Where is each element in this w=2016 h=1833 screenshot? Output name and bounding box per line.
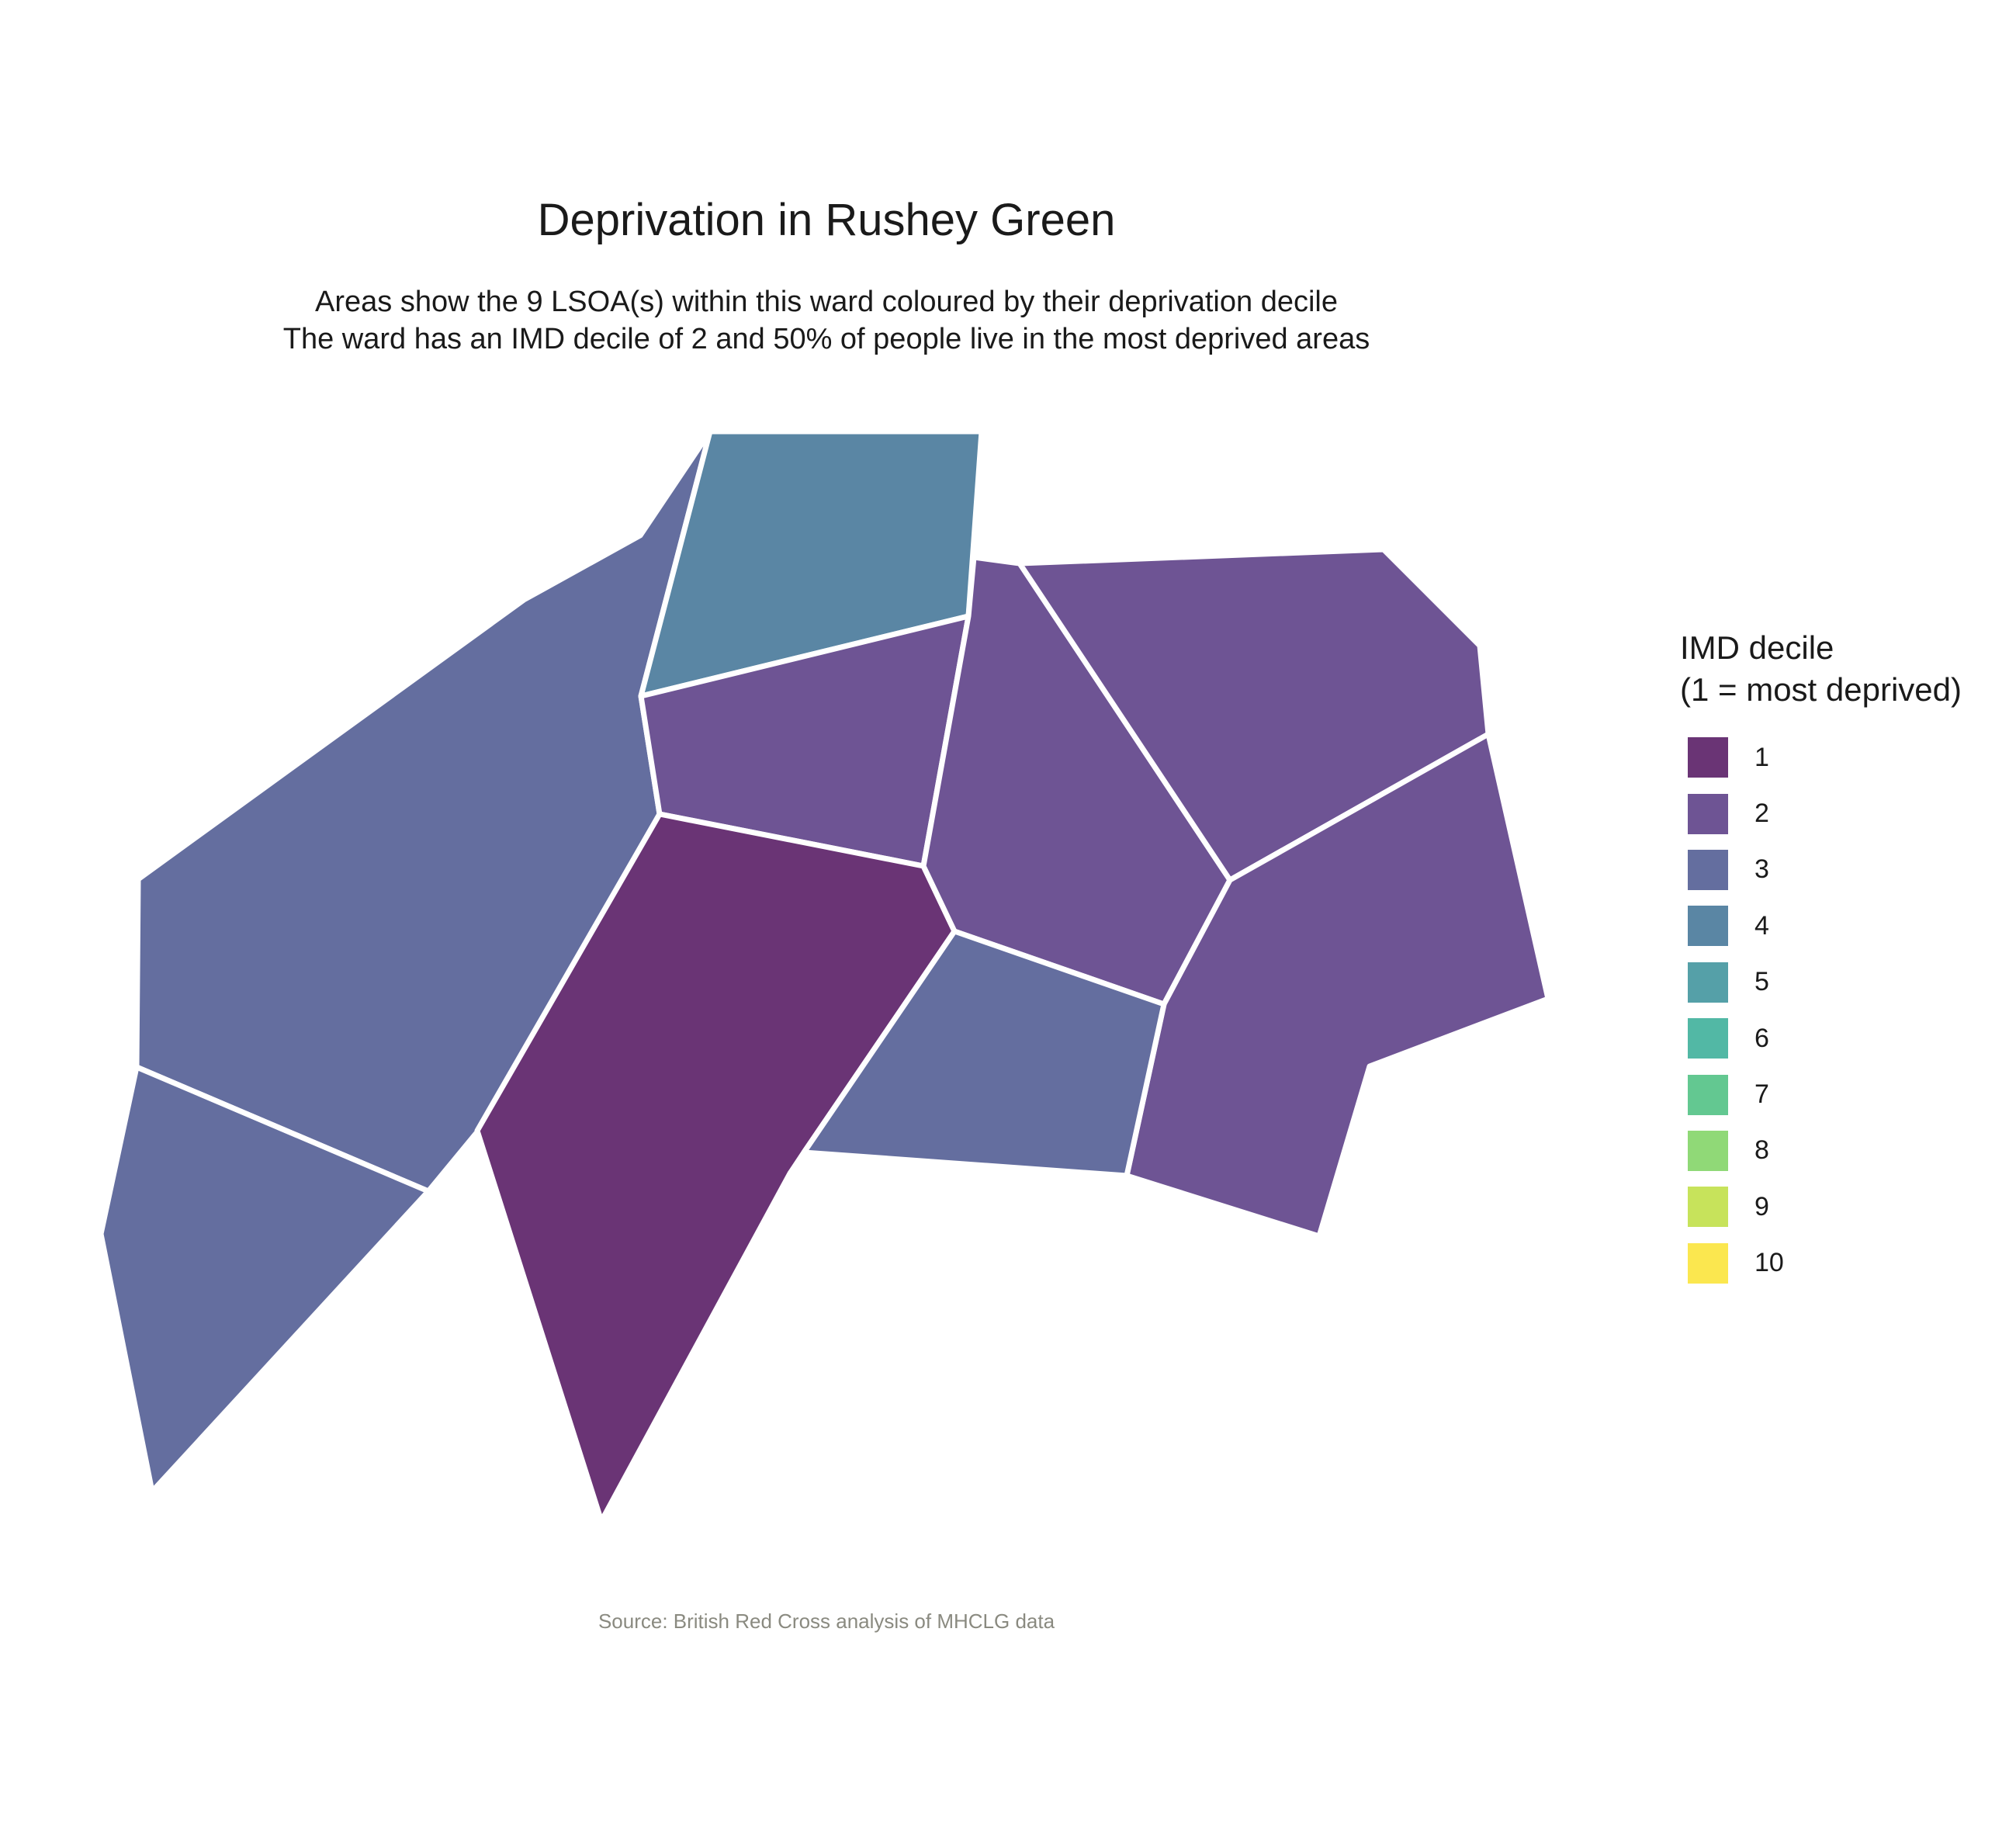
legend-item: 5 xyxy=(1680,955,1962,1010)
lsoa-area-southwest[interactable] xyxy=(98,1064,431,1495)
legend-label: 6 xyxy=(1754,1023,1769,1053)
legend-items: 1 2 3 4 5 6 7 8 xyxy=(1680,729,1962,1291)
source-caption: Source: British Red Cross analysis of MH… xyxy=(598,1610,1055,1633)
legend-title-line-1: IMD decile xyxy=(1680,629,1834,666)
legend-item: 7 xyxy=(1680,1066,1962,1122)
legend-swatch xyxy=(1688,1074,1728,1115)
legend-label: 4 xyxy=(1754,910,1769,941)
legend-label: 8 xyxy=(1754,1135,1769,1166)
legend-item: 6 xyxy=(1680,1010,1962,1066)
legend-title: IMD decile (1 = most deprived) xyxy=(1680,627,1962,711)
legend-item: 3 xyxy=(1680,842,1962,898)
legend-item: 2 xyxy=(1680,785,1962,841)
legend-swatch xyxy=(1688,1130,1728,1171)
legend-swatch xyxy=(1688,793,1728,834)
map-subtitle-line-2: The ward has an IMD decile of 2 and 50% … xyxy=(282,323,1370,355)
legend-swatch xyxy=(1688,1018,1728,1059)
legend-swatch xyxy=(1688,849,1728,890)
legend-label: 5 xyxy=(1754,967,1769,997)
legend-label: 7 xyxy=(1754,1079,1769,1110)
lsoa-area-south-middle[interactable] xyxy=(801,928,1167,1179)
legend-item: 9 xyxy=(1680,1179,1962,1235)
legend-label: 2 xyxy=(1754,799,1769,829)
legend: IMD decile (1 = most deprived) 1 2 3 4 5… xyxy=(1680,627,1962,1291)
lsoa-area-east[interactable] xyxy=(1124,731,1551,1239)
legend-label: 10 xyxy=(1754,1248,1784,1278)
legend-item: 8 xyxy=(1680,1123,1962,1179)
legend-swatch xyxy=(1688,906,1728,947)
map-title: Deprivation in Rushey Green xyxy=(537,195,1116,245)
legend-label: 3 xyxy=(1754,854,1769,885)
legend-item: 4 xyxy=(1680,898,1962,954)
legend-swatch xyxy=(1688,1187,1728,1228)
map-subtitle-line-1: Areas show the 9 LSOA(s) within this war… xyxy=(315,286,1338,318)
legend-swatch xyxy=(1688,962,1728,1003)
legend-swatch xyxy=(1688,1242,1728,1284)
legend-label: 9 xyxy=(1754,1191,1769,1221)
legend-swatch xyxy=(1688,737,1728,778)
legend-title-line-2: (1 = most deprived) xyxy=(1680,671,1962,708)
legend-label: 1 xyxy=(1754,742,1769,772)
legend-item: 1 xyxy=(1680,729,1962,785)
legend-item: 10 xyxy=(1680,1235,1962,1291)
